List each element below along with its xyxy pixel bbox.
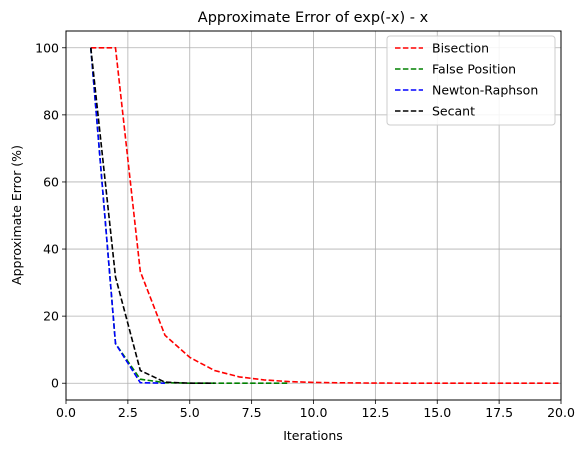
legend: Bisection False Position Newton-Raphson Sec… xyxy=(386,35,556,126)
x-tick-label: 5.0 xyxy=(180,405,200,420)
y-tick-label: 0 xyxy=(51,376,59,391)
x-tick-label: 15.0 xyxy=(423,405,451,420)
legend-label-bisection: Bisection xyxy=(432,41,489,56)
x-tick-label: 2.5 xyxy=(118,405,138,420)
y-tick-label: 100 xyxy=(35,40,59,55)
x-tick-label: 12.5 xyxy=(361,405,389,420)
y-tick-label: 60 xyxy=(43,174,59,189)
x-axis-ticks: 0.0 2.5 5.0 7.5 10.0 12.5 15.0 17.5 20.0 xyxy=(56,400,575,420)
series-lines xyxy=(90,46,561,385)
y-axis-label: Approximate Error (%) xyxy=(9,145,24,285)
legend-label-secant: Secant xyxy=(432,104,475,119)
legend-label-newton-raphson: Newton-Raphson xyxy=(432,83,538,98)
y-tick-label: 40 xyxy=(43,242,59,257)
x-tick-label: 7.5 xyxy=(242,405,262,420)
chart-title: Approximate Error of exp(-x) - x xyxy=(198,10,429,26)
series-line-newton-raphson xyxy=(90,47,166,384)
series-line-bisection xyxy=(90,46,561,385)
y-tick-label: 80 xyxy=(43,107,59,122)
x-tick-label: 0.0 xyxy=(56,405,76,420)
y-axis-ticks: 0 20 40 60 80 100 xyxy=(35,40,66,391)
series-line-secant xyxy=(90,47,215,385)
x-tick-label: 17.5 xyxy=(485,405,513,420)
legend-label-false-position: False Position xyxy=(432,62,516,77)
y-tick-label: 20 xyxy=(43,309,59,324)
legend-box xyxy=(386,35,556,126)
x-axis-label: Iterations xyxy=(283,428,343,443)
x-tick-label: 20.0 xyxy=(547,405,575,420)
x-tick-label: 10.0 xyxy=(300,405,328,420)
